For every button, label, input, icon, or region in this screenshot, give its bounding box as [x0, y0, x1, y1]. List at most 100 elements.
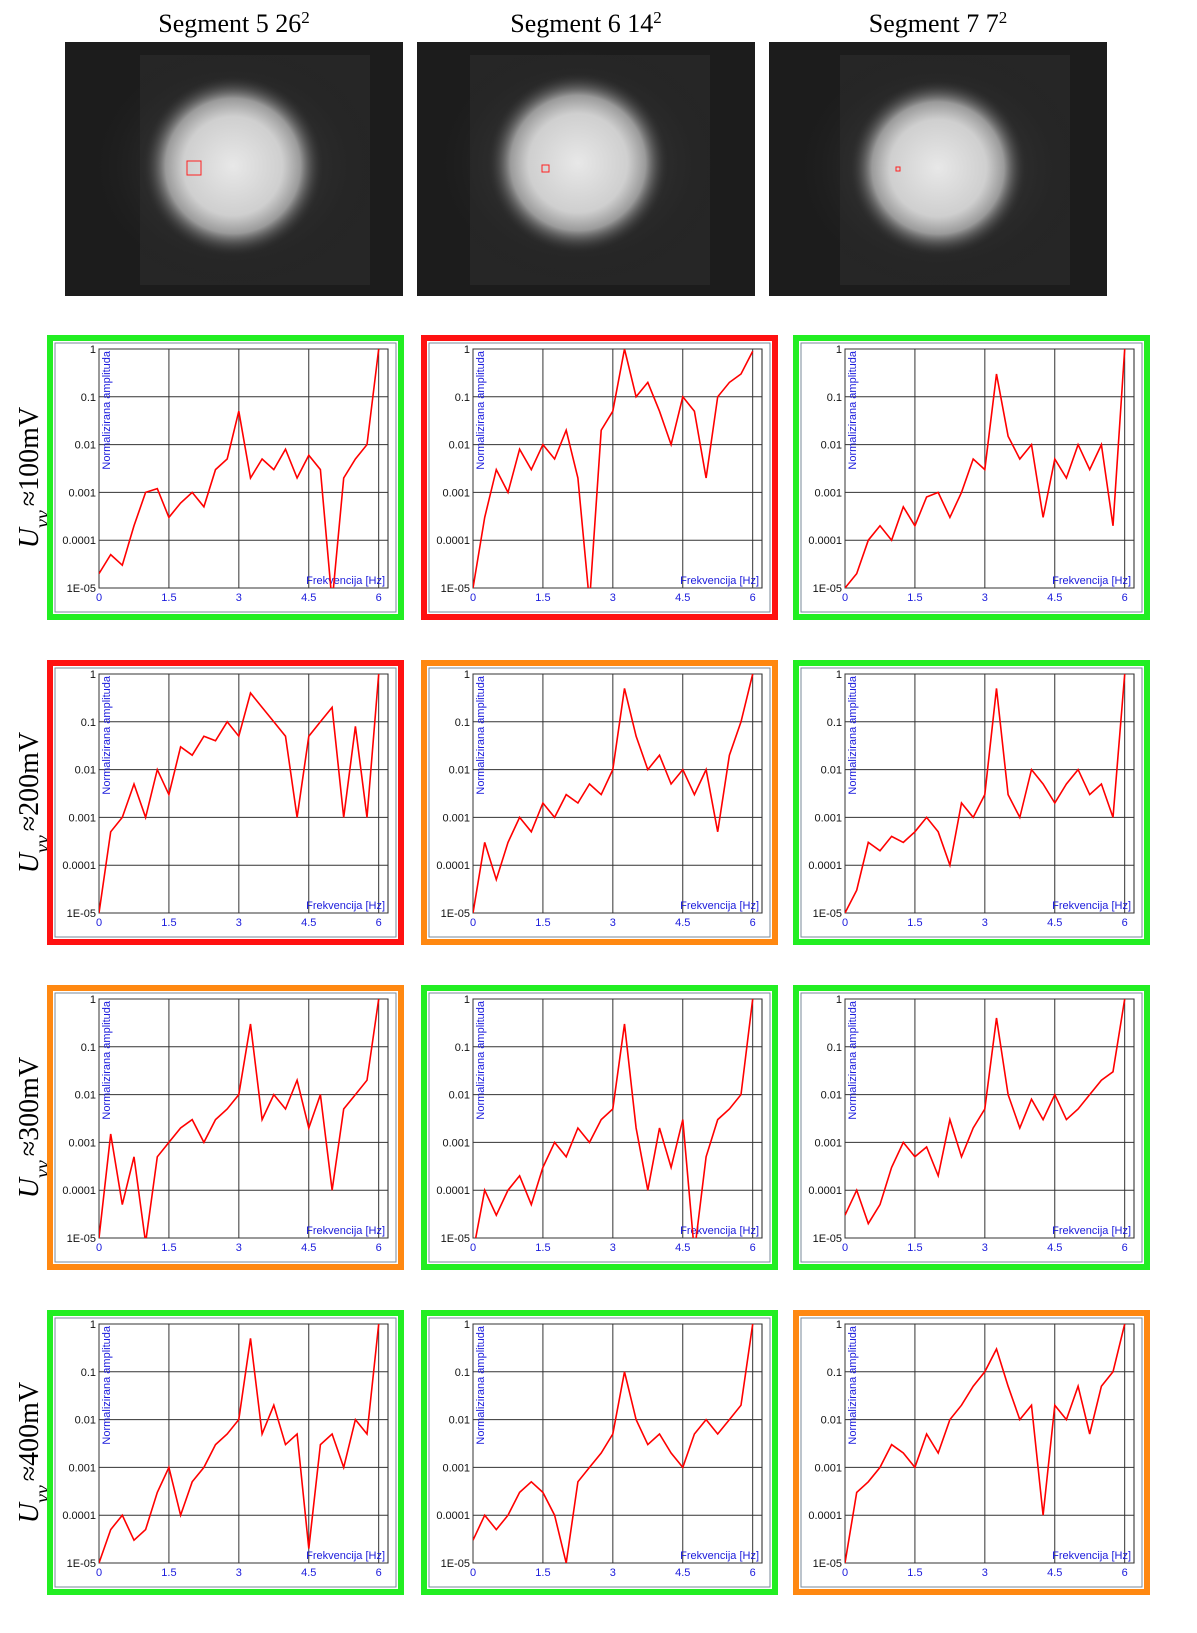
data-line — [845, 674, 1126, 913]
x-tick-label: 4.5 — [675, 917, 690, 929]
x-tick-label: 6 — [750, 592, 756, 604]
y-tick-label: 0.001 — [68, 812, 96, 824]
chart: 1E-05 0.0001 0.001 0.01 0.1 1 0 1.5 3 4.5 6 Normali… — [793, 335, 1150, 620]
data-line — [473, 349, 754, 588]
y-tick-label: 1E-05 — [813, 1558, 842, 1570]
y-tick-label: 1E-05 — [67, 908, 96, 920]
y-tick-label: 0.01 — [75, 1415, 96, 1427]
x-tick-label: 3 — [982, 917, 988, 929]
y-tick-label: 0.0001 — [808, 535, 842, 547]
plot-area — [844, 998, 1135, 1239]
y-tick-label: 1 — [90, 994, 96, 1006]
row-value: ≈200mV — [14, 732, 45, 831]
x-tick-label: 6 — [1122, 1567, 1128, 1579]
column-title: Segment 6 142 — [510, 8, 662, 39]
x-tick-label: 3 — [236, 917, 242, 929]
plot-area — [844, 1323, 1135, 1564]
title-superscript: 2 — [301, 8, 310, 27]
y-tick-label: 0.001 — [442, 487, 470, 499]
y-axis-label: Normalizirana amplituda — [847, 1325, 859, 1444]
y-axis-label: Normalizirana amplituda — [101, 675, 113, 794]
x-axis-label: Frekvencija [Hz] — [1052, 575, 1131, 587]
x-tick-label: 6 — [750, 1567, 756, 1579]
y-tick-label: 1E-05 — [67, 1558, 96, 1570]
chart-inner-frame — [54, 992, 397, 1263]
y-tick-label: 0.0001 — [808, 860, 842, 872]
title-text: Segment 5 26 — [158, 9, 301, 38]
y-tick-label: 1 — [90, 344, 96, 356]
x-tick-label: 0 — [96, 1567, 102, 1579]
x-tick-label: 1.5 — [161, 1242, 176, 1254]
x-tick-label: 4.5 — [1047, 917, 1062, 929]
x-tick-label: 6 — [750, 917, 756, 929]
y-tick-label: 1 — [464, 669, 470, 681]
row-label: Uvv≈300mV — [14, 1057, 54, 1198]
x-tick-label: 0 — [842, 917, 848, 929]
chart: 1E-05 0.0001 0.001 0.01 0.1 1 0 1.5 3 4.5 6 Normali… — [47, 335, 404, 620]
x-tick-label: 6 — [1122, 917, 1128, 929]
x-tick-label: 1.5 — [907, 1567, 922, 1579]
plot-area — [844, 348, 1135, 589]
chart-inner-frame — [428, 992, 771, 1263]
y-tick-label: 1E-05 — [813, 583, 842, 595]
y-tick-label: 0.01 — [449, 1415, 470, 1427]
x-tick-label: 3 — [610, 592, 616, 604]
chart-inner-frame — [800, 667, 1143, 938]
y-tick-label: 0.1 — [827, 1042, 842, 1054]
y-tick-label: 1 — [836, 669, 842, 681]
y-tick-label: 1 — [464, 994, 470, 1006]
y-tick-label: 0.01 — [75, 1090, 96, 1102]
y-tick-label: 0.1 — [81, 392, 96, 404]
chart-inner-frame — [54, 342, 397, 613]
x-tick-label: 4.5 — [1047, 1567, 1062, 1579]
y-tick-label: 0.001 — [68, 487, 96, 499]
y-tick-label: 0.0001 — [436, 860, 470, 872]
row-symbol: U — [14, 1501, 45, 1523]
x-tick-label: 4.5 — [675, 1242, 690, 1254]
x-tick-label: 3 — [610, 1567, 616, 1579]
chart: 1E-05 0.0001 0.001 0.01 0.1 1 0 1.5 3 4.5 6 Normali… — [793, 985, 1150, 1270]
y-tick-label: 0.001 — [814, 1137, 842, 1149]
chart-inner-frame — [428, 1317, 771, 1588]
x-tick-label: 3 — [236, 1242, 242, 1254]
y-axis-label: Normalizirana amplituda — [101, 1325, 113, 1444]
data-line — [474, 999, 754, 1238]
x-tick-label: 0 — [842, 592, 848, 604]
row-symbol: U — [14, 526, 45, 548]
y-tick-label: 0.0001 — [62, 1510, 96, 1522]
beam-image — [65, 41, 403, 296]
y-tick-label: 0.01 — [75, 440, 96, 452]
chart: 1E-05 0.0001 0.001 0.01 0.1 1 0 1.5 3 4.5 6 Normali… — [47, 660, 404, 945]
plot-area — [98, 998, 389, 1239]
x-tick-label: 3 — [236, 592, 242, 604]
plot-area — [98, 673, 389, 914]
y-tick-label: 0.01 — [821, 1415, 842, 1427]
y-tick-label: 0.1 — [827, 717, 842, 729]
x-tick-label: 0 — [470, 592, 476, 604]
title-text: Segment 7 7 — [869, 9, 999, 38]
chart-inner-frame — [800, 1317, 1143, 1588]
row-value: ≈100mV — [14, 407, 45, 506]
y-axis-label: Normalizirana amplituda — [475, 675, 487, 794]
x-tick-label: 1.5 — [161, 1567, 176, 1579]
x-tick-label: 1.5 — [907, 592, 922, 604]
y-tick-label: 0.1 — [455, 1042, 470, 1054]
y-tick-label: 1E-05 — [441, 1558, 470, 1570]
x-axis-label: Frekvencija [Hz] — [306, 1550, 385, 1562]
x-tick-label: 6 — [750, 1242, 756, 1254]
y-tick-label: 0.0001 — [62, 535, 96, 547]
beam-image — [417, 38, 755, 296]
y-tick-label: 0.01 — [821, 1090, 842, 1102]
y-tick-label: 0.01 — [449, 440, 470, 452]
y-tick-label: 0.001 — [814, 812, 842, 824]
x-tick-label: 0 — [470, 917, 476, 929]
y-tick-label: 0.1 — [827, 392, 842, 404]
y-tick-label: 1 — [90, 669, 96, 681]
data-line — [845, 349, 1126, 588]
x-tick-label: 0 — [842, 1242, 848, 1254]
data-line — [845, 1324, 1126, 1563]
y-tick-label: 0.0001 — [62, 1185, 96, 1197]
x-axis-label: Frekvencija [Hz] — [306, 1225, 385, 1237]
x-tick-label: 0 — [96, 592, 102, 604]
